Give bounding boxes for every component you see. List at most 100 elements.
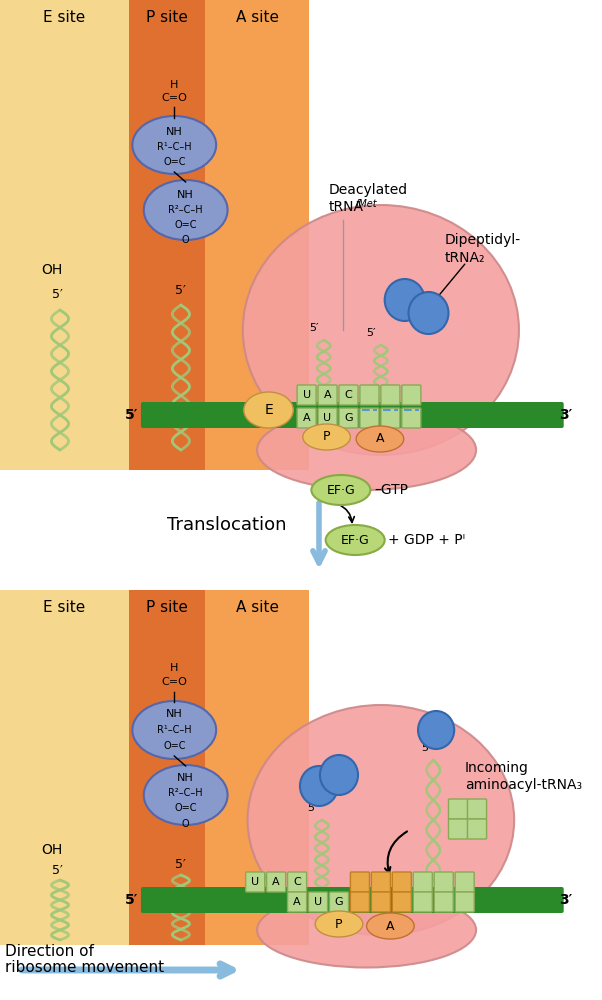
Text: O=C: O=C <box>175 803 197 813</box>
FancyBboxPatch shape <box>393 892 411 912</box>
FancyBboxPatch shape <box>393 872 411 892</box>
Text: A: A <box>293 897 301 907</box>
Ellipse shape <box>247 705 514 935</box>
Text: A: A <box>272 877 280 887</box>
Text: tRNA: tRNA <box>329 200 364 214</box>
FancyBboxPatch shape <box>413 872 432 892</box>
Circle shape <box>418 711 454 749</box>
FancyBboxPatch shape <box>339 408 358 428</box>
Circle shape <box>300 766 338 806</box>
Text: G: G <box>344 413 353 423</box>
Text: EF·G: EF·G <box>326 484 355 496</box>
Text: Translocation: Translocation <box>167 516 286 534</box>
Ellipse shape <box>132 116 216 174</box>
Ellipse shape <box>243 205 519 455</box>
FancyBboxPatch shape <box>413 892 432 912</box>
Text: H: H <box>170 80 178 90</box>
Text: A: A <box>303 413 311 423</box>
FancyBboxPatch shape <box>318 385 337 405</box>
Circle shape <box>320 755 358 795</box>
Ellipse shape <box>311 475 370 505</box>
FancyBboxPatch shape <box>0 0 129 470</box>
FancyBboxPatch shape <box>434 892 453 912</box>
Text: U: U <box>303 390 311 400</box>
FancyBboxPatch shape <box>329 892 349 912</box>
FancyBboxPatch shape <box>129 0 205 470</box>
Text: 5′: 5′ <box>367 328 376 338</box>
Text: 5′: 5′ <box>125 408 138 422</box>
Text: ribosome movement: ribosome movement <box>5 960 164 976</box>
Ellipse shape <box>326 525 385 555</box>
Text: P site: P site <box>146 600 188 615</box>
Text: C: C <box>344 390 352 400</box>
FancyBboxPatch shape <box>360 385 379 405</box>
FancyBboxPatch shape <box>308 892 327 912</box>
Text: Direction of: Direction of <box>5 944 94 960</box>
Circle shape <box>409 292 448 334</box>
Text: U: U <box>314 897 322 907</box>
Text: Deacylated: Deacylated <box>329 183 408 197</box>
Text: EF·G: EF·G <box>341 534 370 546</box>
Text: H: H <box>170 663 178 673</box>
Ellipse shape <box>303 424 350 450</box>
Text: OH: OH <box>42 263 63 277</box>
FancyBboxPatch shape <box>360 408 379 428</box>
FancyBboxPatch shape <box>434 872 453 892</box>
FancyBboxPatch shape <box>141 402 563 428</box>
Text: P: P <box>323 430 330 444</box>
FancyBboxPatch shape <box>350 892 370 912</box>
Text: 5′: 5′ <box>125 893 138 907</box>
Text: E site: E site <box>43 600 85 615</box>
Ellipse shape <box>257 410 476 490</box>
FancyBboxPatch shape <box>288 892 306 912</box>
Text: O=C: O=C <box>163 741 185 751</box>
Ellipse shape <box>144 765 228 825</box>
Text: NH: NH <box>166 127 182 137</box>
FancyBboxPatch shape <box>318 408 337 428</box>
Text: G: G <box>335 897 343 907</box>
FancyBboxPatch shape <box>288 872 306 892</box>
FancyBboxPatch shape <box>402 385 421 405</box>
FancyBboxPatch shape <box>381 408 400 428</box>
Text: R¹–C–H: R¹–C–H <box>157 725 191 735</box>
Text: U: U <box>251 877 259 887</box>
Text: NH: NH <box>178 773 194 783</box>
Ellipse shape <box>315 911 363 937</box>
Ellipse shape <box>356 426 404 452</box>
FancyBboxPatch shape <box>371 872 391 892</box>
FancyBboxPatch shape <box>448 799 468 819</box>
FancyBboxPatch shape <box>448 819 468 839</box>
FancyBboxPatch shape <box>205 590 309 945</box>
Text: 5′: 5′ <box>309 323 319 333</box>
Text: Dipeptidyl-: Dipeptidyl- <box>445 233 521 247</box>
FancyBboxPatch shape <box>455 872 474 892</box>
Text: A: A <box>324 390 331 400</box>
Text: 5′: 5′ <box>52 288 63 302</box>
Text: P site: P site <box>146 10 188 25</box>
Text: OH: OH <box>42 843 63 857</box>
Text: + GDP + Pᴵ: + GDP + Pᴵ <box>388 533 465 547</box>
FancyBboxPatch shape <box>468 819 486 839</box>
Text: C=O: C=O <box>161 677 187 687</box>
Text: 5′: 5′ <box>421 743 430 753</box>
Text: R²–C–H: R²–C–H <box>169 788 203 798</box>
FancyBboxPatch shape <box>381 385 400 405</box>
Ellipse shape <box>132 701 216 759</box>
FancyBboxPatch shape <box>371 892 391 912</box>
Text: NH: NH <box>166 709 182 719</box>
FancyBboxPatch shape <box>205 0 309 470</box>
Text: E site: E site <box>43 10 85 25</box>
Ellipse shape <box>257 892 476 968</box>
Text: NH: NH <box>178 190 194 200</box>
FancyBboxPatch shape <box>339 385 358 405</box>
Text: aminoacyl-tRNA₃: aminoacyl-tRNA₃ <box>465 778 582 792</box>
Text: 3′: 3′ <box>559 893 573 907</box>
Text: C: C <box>293 877 301 887</box>
FancyBboxPatch shape <box>129 590 205 945</box>
Ellipse shape <box>144 180 228 240</box>
FancyBboxPatch shape <box>455 892 474 912</box>
Text: R²–C–H: R²–C–H <box>169 205 203 215</box>
FancyBboxPatch shape <box>246 872 265 892</box>
Text: 5′: 5′ <box>175 284 187 296</box>
FancyBboxPatch shape <box>0 590 129 945</box>
